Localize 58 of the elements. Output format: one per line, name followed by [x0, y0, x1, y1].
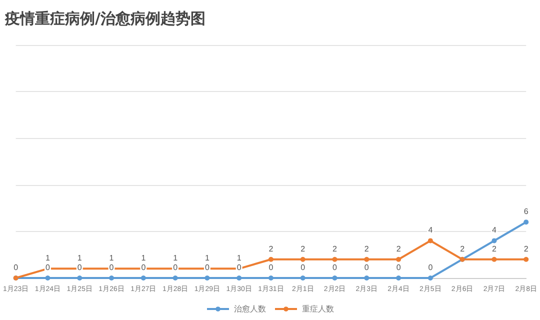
data-label: 1	[141, 254, 146, 263]
point	[204, 276, 210, 280]
data-label: 2	[268, 244, 274, 254]
data-label: 0	[364, 263, 370, 272]
data-label: 1	[46, 254, 51, 263]
point	[109, 276, 114, 280]
point	[332, 276, 338, 280]
data-label: 1	[77, 254, 82, 263]
data-label: 6	[524, 207, 529, 216]
point	[524, 220, 529, 225]
legend-label: 重症人数	[302, 304, 334, 314]
data-label: 0	[141, 263, 146, 272]
legend-label: 治愈人数	[234, 304, 266, 314]
point	[364, 256, 370, 262]
point	[396, 256, 402, 262]
point	[268, 256, 274, 262]
data-label: 1	[173, 254, 178, 263]
data-label: 2	[460, 244, 466, 254]
data-label: 2	[332, 244, 338, 254]
data-label: 2	[300, 244, 306, 254]
data-label: 0	[77, 263, 82, 272]
data-label: 0	[14, 263, 19, 272]
chart-title: 疫情重症病例/治愈病例趋势图	[4, 10, 206, 28]
data-label: 0	[428, 263, 434, 272]
point	[77, 276, 82, 280]
data-label: 0	[396, 263, 402, 272]
point	[268, 276, 274, 280]
point	[524, 256, 529, 262]
point	[396, 276, 402, 280]
data-label: 1	[109, 254, 114, 263]
point	[364, 276, 370, 280]
point	[332, 256, 338, 262]
data-label: 2	[396, 244, 402, 254]
data-label: 0	[300, 263, 306, 272]
data-label: 4	[492, 226, 497, 235]
point	[492, 238, 497, 244]
point	[300, 256, 306, 262]
point	[45, 276, 50, 280]
point	[140, 276, 146, 280]
data-label: 0	[236, 263, 242, 272]
point	[492, 256, 497, 262]
data-label: 2	[364, 244, 370, 254]
data-label: 0	[332, 263, 338, 272]
point	[236, 276, 242, 280]
data-label: 1	[236, 254, 242, 263]
data-label: 1	[204, 254, 210, 263]
data-label: 0	[46, 263, 51, 272]
data-label: 4	[428, 226, 434, 235]
data-label: 2	[492, 244, 497, 254]
data-label: 0	[204, 263, 210, 272]
point	[300, 276, 306, 280]
point	[172, 276, 178, 280]
data-label: 2	[524, 244, 529, 254]
data-label: 0	[109, 263, 114, 272]
data-label: 0	[173, 263, 178, 272]
point	[428, 238, 433, 244]
point	[428, 276, 433, 280]
data-label: 0	[268, 263, 274, 272]
